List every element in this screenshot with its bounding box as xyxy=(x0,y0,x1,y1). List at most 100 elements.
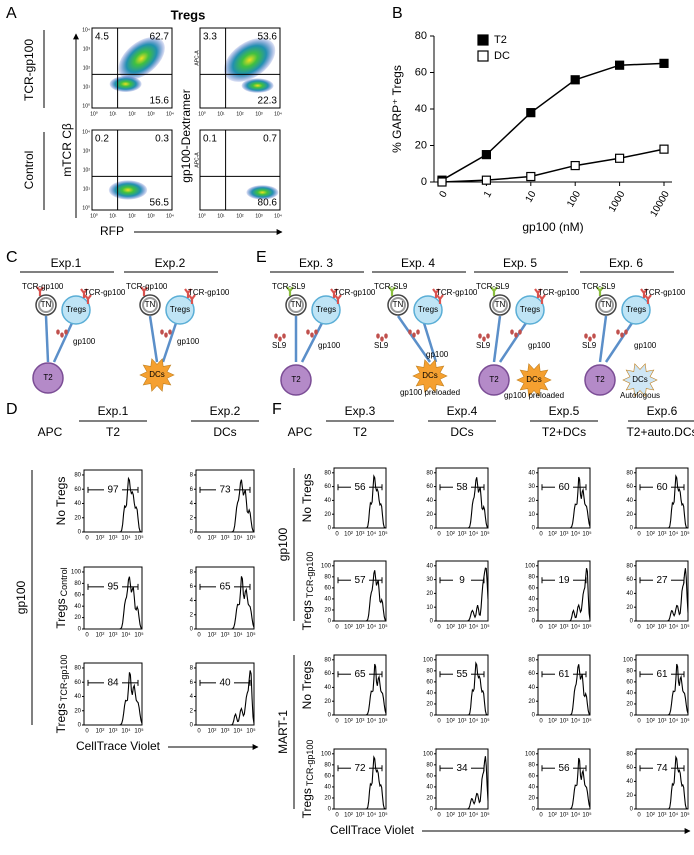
x-tick-label: 10³ xyxy=(356,719,365,725)
schematic-label: Autologous xyxy=(620,391,660,400)
y-tick-label: 10³ xyxy=(83,46,91,52)
x-tick-label: 10⁴ xyxy=(571,812,581,819)
x-tick-label: 0 xyxy=(437,532,441,538)
x-tick-label: 1000 xyxy=(607,189,628,214)
x-tick-label: 10² xyxy=(646,719,655,725)
x-tick-label: 10⁵ xyxy=(480,624,490,631)
y-tick-label: 20 xyxy=(324,796,331,802)
x-tick-label: 10³ xyxy=(221,536,230,542)
x-tick-label: 10³ xyxy=(109,536,118,542)
receptor xyxy=(140,286,148,296)
y-tick-label: 0 xyxy=(430,807,434,813)
quadrant-percent: 80.6 xyxy=(258,198,278,209)
y-tick-label: 8 xyxy=(190,666,194,672)
contact xyxy=(161,322,178,363)
x-tick-label: 0 xyxy=(197,536,201,542)
gate-percent: 65 xyxy=(354,669,366,680)
naive-t-ring xyxy=(38,297,54,313)
x-tick-label: 10⁵ xyxy=(378,531,388,538)
x-tick-label: 10⁴ xyxy=(367,624,377,631)
x-tick-label: 0 xyxy=(335,532,339,538)
y-tick-label: 0 xyxy=(190,723,194,729)
peptide xyxy=(584,333,588,339)
row-label: Tregs Control xyxy=(54,567,69,628)
schematic-label: T2 xyxy=(43,373,53,382)
apc-label: APC xyxy=(288,425,313,439)
y-tick-label: 20 xyxy=(74,615,81,621)
density-cloud xyxy=(109,76,142,92)
panel-label: D xyxy=(6,401,18,418)
schematic-label: TCR-gp100 xyxy=(188,288,230,297)
x-tick-label: 0 xyxy=(539,625,543,631)
experiment-title: Exp. 6 xyxy=(609,256,643,270)
y-tick-label: 80 xyxy=(74,473,81,479)
x-tick-label: 10³ xyxy=(255,213,263,219)
y-tick-label: 20 xyxy=(626,605,633,611)
peptide xyxy=(486,333,490,339)
contact xyxy=(52,322,74,363)
y-tick-label: 8 xyxy=(190,473,194,479)
apc-name: T2 xyxy=(106,425,120,439)
schematic-label: TCR-gp100 xyxy=(436,288,478,297)
schematic-label: gp100 xyxy=(318,341,341,350)
y-tick-label: 100 xyxy=(623,657,634,663)
x-tick-label: 10⁵ xyxy=(134,632,144,639)
y-tick-label: 40 xyxy=(74,694,81,700)
y-tick-label: 40 xyxy=(528,685,535,691)
y-tick-label: 60 xyxy=(74,487,81,493)
x-tick-label: 10² xyxy=(96,633,105,639)
peptide xyxy=(588,336,592,342)
experiment-title: Exp.1 xyxy=(51,256,82,270)
y-tick-label: 30 xyxy=(426,577,433,583)
x-tick-label: 10⁵ xyxy=(680,812,690,819)
y-tick-label: 10⁴ xyxy=(82,129,90,135)
histogram-curve xyxy=(334,755,387,810)
x-tick-label: 10⁵ xyxy=(134,728,144,735)
histogram-frame xyxy=(435,654,489,716)
schematic-label: gp100 xyxy=(528,341,551,350)
peptide xyxy=(380,336,384,342)
y-tick-label: 20 xyxy=(324,512,331,518)
histogram-curve xyxy=(196,576,255,630)
y-tick-label: 10⁰ xyxy=(82,103,90,109)
histogram-frame xyxy=(435,467,489,529)
y-tick-label: 20 xyxy=(528,796,535,802)
y-tick-label: 60 xyxy=(324,773,331,779)
receptor xyxy=(490,286,498,296)
x-tick-label: 10⁴ xyxy=(274,111,282,117)
y-tick-label: 80 xyxy=(626,470,633,476)
row-label-sub: TCR-gp100 xyxy=(59,655,69,702)
gate-percent: 60 xyxy=(656,482,668,493)
treg-cell xyxy=(61,295,91,325)
x-tick-label: 10⁵ xyxy=(480,718,490,725)
naive-t-ring xyxy=(390,297,406,313)
schematic-label: DCs xyxy=(526,375,542,384)
peptide xyxy=(278,336,282,342)
x-tick-label: 10³ xyxy=(147,213,155,219)
histogram-frame xyxy=(333,560,387,622)
quadrant-percent: 22.3 xyxy=(258,96,278,107)
y-tick-label: 10¹ xyxy=(83,186,91,192)
histogram-curve xyxy=(196,479,255,533)
x-tick-label: 10¹ xyxy=(109,213,117,219)
y-tick-label: 100 xyxy=(321,751,332,757)
x-tick-label: 10⁵ xyxy=(480,531,490,538)
column-title: Exp.6 xyxy=(647,404,678,418)
receptor xyxy=(596,286,604,296)
x-tick-label: 10³ xyxy=(658,625,667,631)
schematic-label: TCR-gp100 xyxy=(538,288,580,297)
treg-cell xyxy=(413,295,443,325)
column-title: Exp.4 xyxy=(447,404,478,418)
y-tick-label: 60 xyxy=(324,585,331,591)
receptor xyxy=(436,294,444,304)
y-tick-label: 40 xyxy=(626,591,633,597)
y-tick-label: 20 xyxy=(528,608,535,614)
series-line xyxy=(441,148,665,183)
receptor xyxy=(80,288,88,298)
x-tick-label: 100 xyxy=(565,189,583,209)
histogram-frame xyxy=(333,467,387,529)
y-tick-label: 40 xyxy=(426,784,433,790)
peptide xyxy=(310,332,314,338)
x-tick-label: 10⁴ xyxy=(274,213,282,219)
marker xyxy=(570,75,580,85)
